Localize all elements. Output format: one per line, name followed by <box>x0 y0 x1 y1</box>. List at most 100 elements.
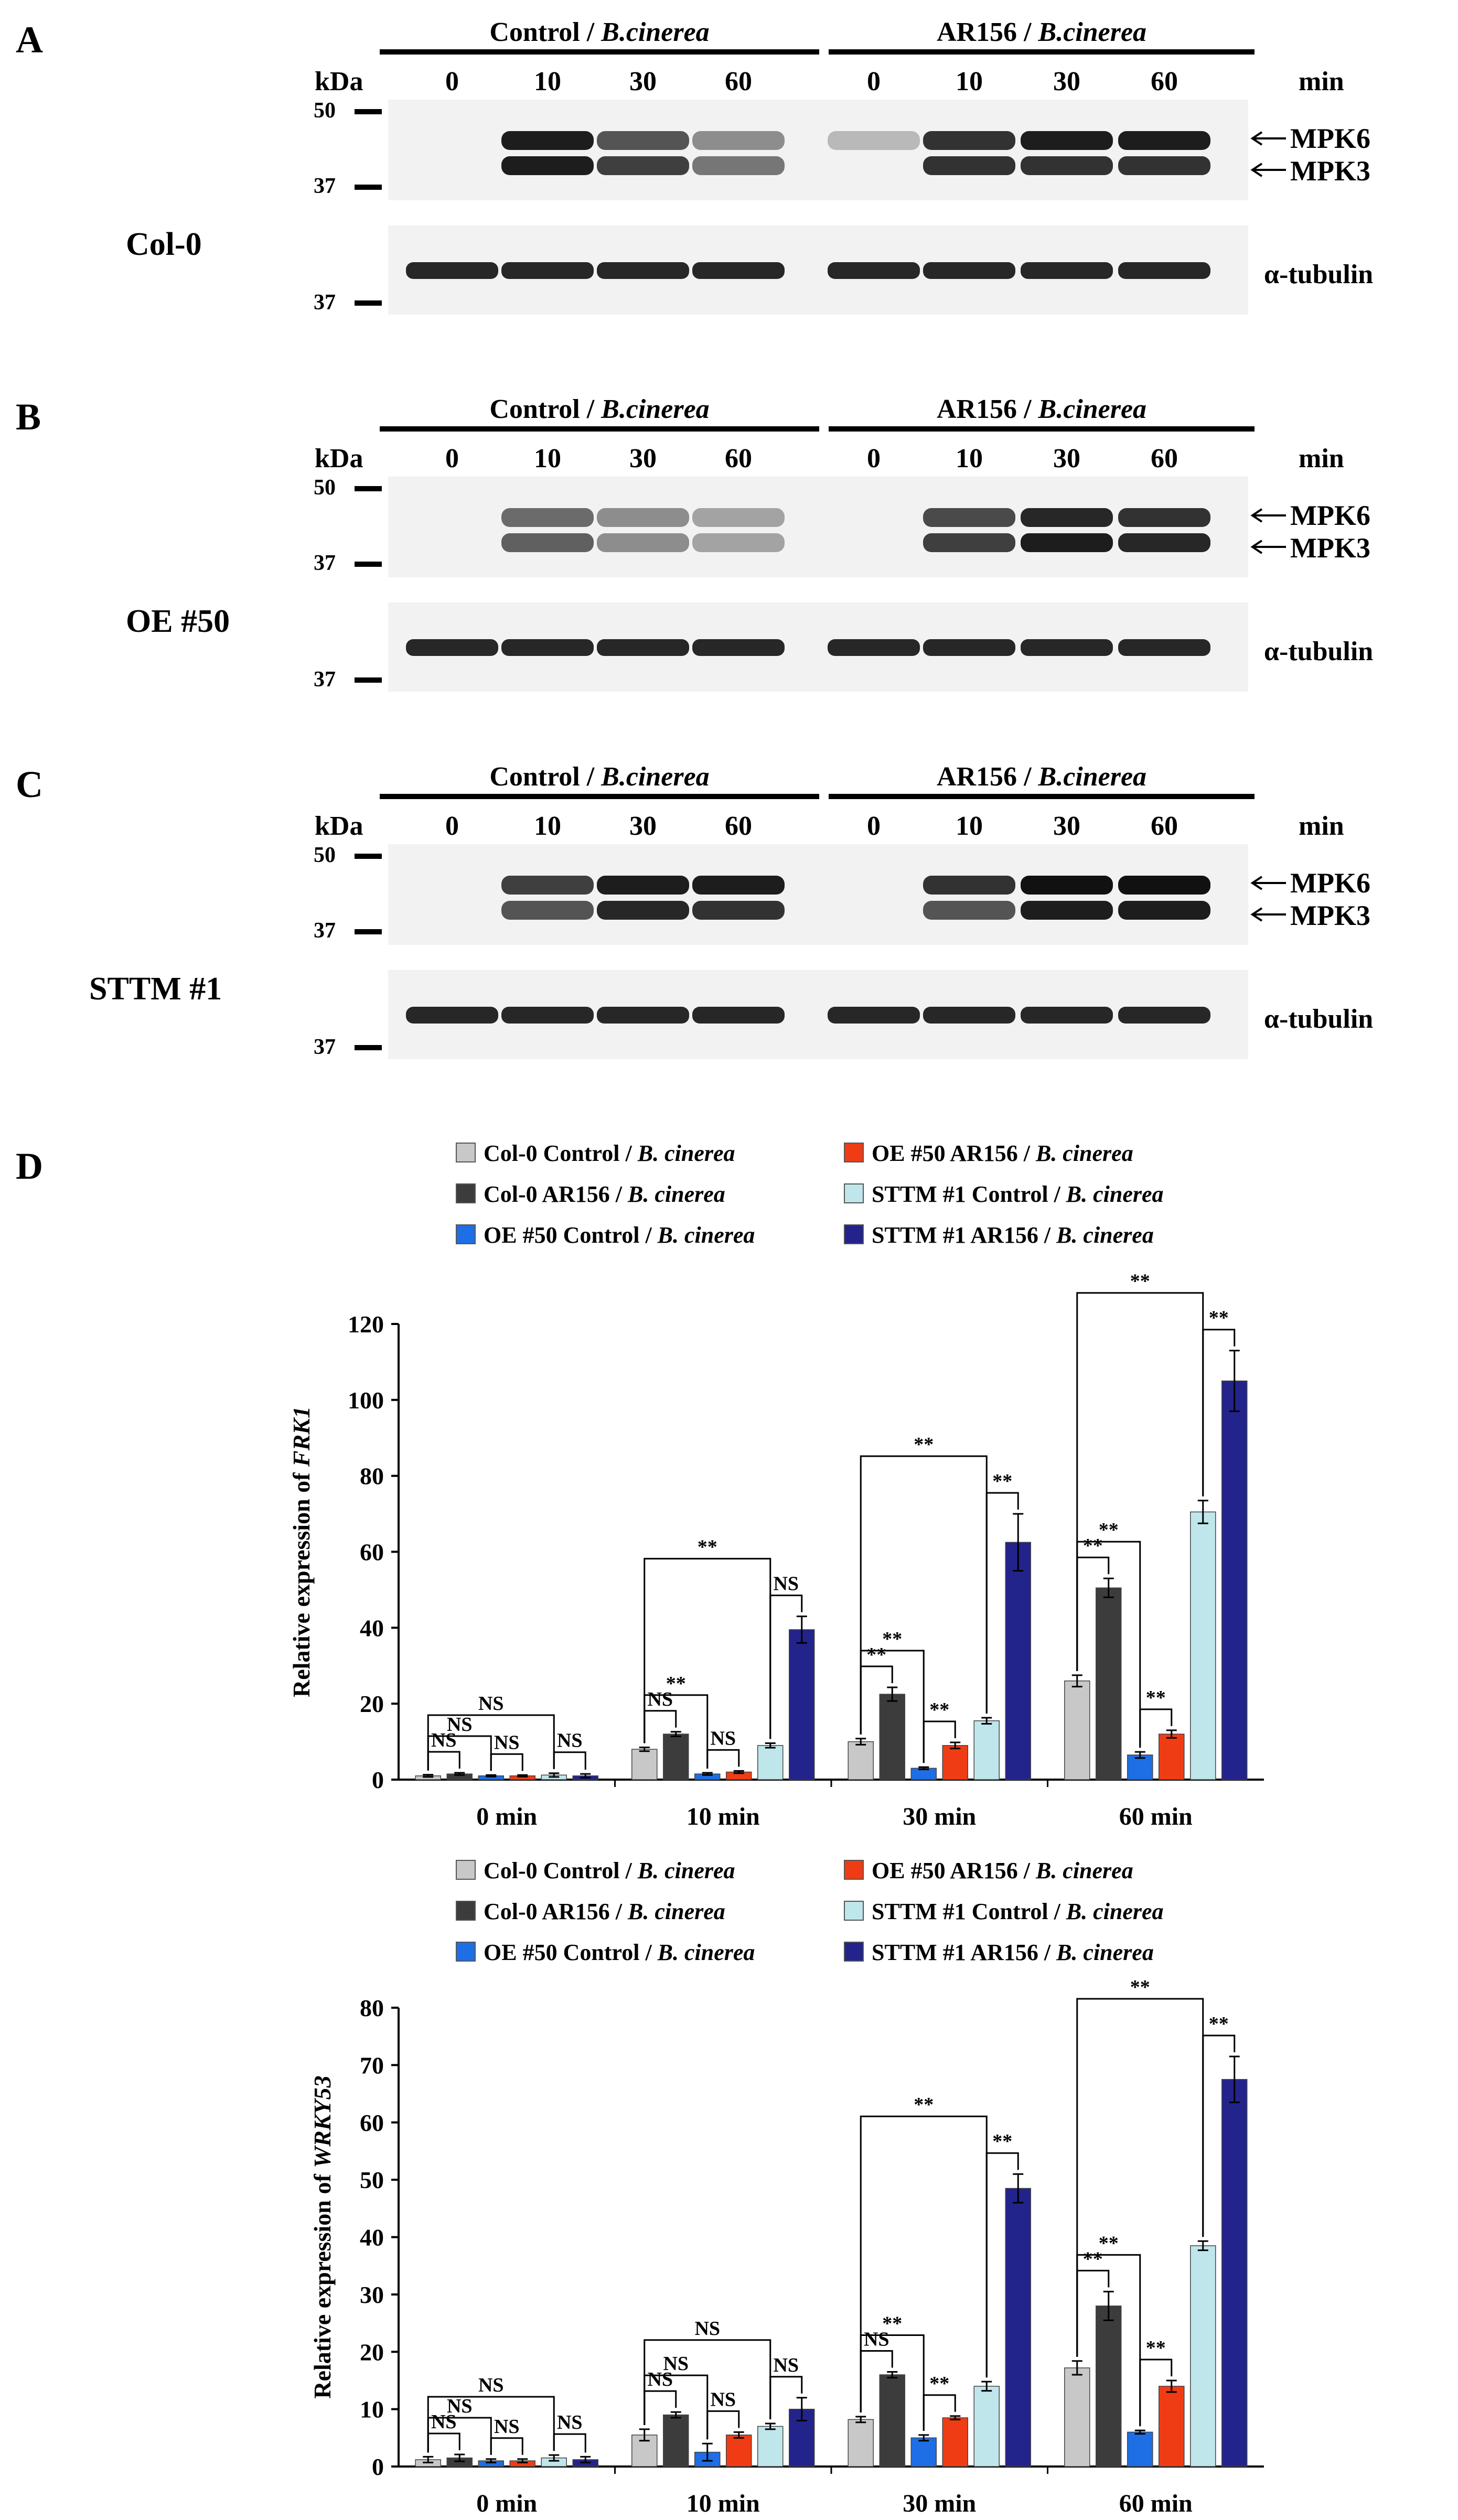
group-label-ar156-pathogen: B.cinerea <box>1038 17 1147 47</box>
significance-bracket <box>490 1753 523 1771</box>
legend-genotype: OE #50 Control <box>484 1222 639 1248</box>
marker-37-label: 37 <box>314 551 336 575</box>
group-label-ar156-pathogen: B.cinerea <box>1038 394 1147 424</box>
legend-entry: OE #50 Control / B. cinerea <box>484 1222 755 1248</box>
legend-genotype: Col-0 Control <box>484 1858 620 1883</box>
significance-label: ** <box>1146 1687 1166 1709</box>
mpk6-band <box>923 876 1015 895</box>
marker-37-tubulin-tick <box>355 300 382 306</box>
legend-pathogen: B. cinerea <box>637 1140 735 1166</box>
bar <box>726 2435 752 2467</box>
timepoint-label: 10 <box>534 811 561 841</box>
legend-genotype: Col-0 Control <box>484 1140 620 1166</box>
group-label-ar156: AR156 / B.cinerea <box>937 17 1146 47</box>
mpk3-band <box>923 156 1015 175</box>
x-category-label: 30 min <box>903 2490 976 2517</box>
bar-chart-WRKY53: 0 10 20 30 40 50 60 70 80 Relative expression of … <box>309 1976 1264 2517</box>
significance-label: NS <box>773 1573 799 1595</box>
mpk6-band <box>692 876 785 895</box>
legend-slash: / <box>639 1222 657 1248</box>
group-line-ar156 <box>829 49 1255 55</box>
kda-label: kDa <box>315 444 363 473</box>
bar <box>848 1741 874 1780</box>
mpk6-band <box>597 876 689 895</box>
tubulin-band <box>406 262 498 279</box>
group-label-control-slash: / <box>580 394 601 424</box>
mpk3-band <box>1118 533 1210 552</box>
significance-bracket <box>427 2432 460 2453</box>
y-axis-label-gene: FRK1 <box>288 1406 315 1467</box>
significance-label: NS <box>647 1688 673 1710</box>
legend-entry: OE #50 AR156 / B. cinerea <box>872 1140 1133 1166</box>
y-tick-label: 0 <box>372 2453 384 2480</box>
significance-label: NS <box>447 1714 473 1736</box>
legend-genotype: STTM #1 Control <box>872 1181 1048 1207</box>
y-tick-label: 20 <box>360 2339 384 2365</box>
group-label-control-strain: Control <box>489 17 580 47</box>
bar <box>1096 2306 1122 2467</box>
tubulin-band <box>597 262 689 279</box>
significance-label: NS <box>431 1729 457 1751</box>
genotype-label: Col-0 <box>126 227 202 262</box>
significance-bracket <box>427 1751 460 1771</box>
timepoint-label: 0 <box>867 811 881 841</box>
y-axis-label: Relative expression of WRKY53 <box>309 2075 336 2398</box>
y-axis-label-gene: WRKY53 <box>309 2075 336 2168</box>
y-tick-label: 10 <box>360 2396 384 2423</box>
legend-slash: / <box>1038 1940 1056 1965</box>
mpk6-band <box>692 131 785 150</box>
timepoint-label: 60 <box>1151 811 1178 841</box>
significance-bracket <box>490 2437 523 2455</box>
mpk3-band <box>597 156 689 175</box>
group-label-ar156: AR156 / B.cinerea <box>937 394 1146 424</box>
genotype-label: OE #50 <box>126 604 230 639</box>
mpk6-arrow-head <box>1250 876 1263 890</box>
legend: Col-0 Control / B. cinerea Col-0 AR156 / … <box>456 1140 1164 1248</box>
bar <box>789 1629 815 1780</box>
significance-bracket <box>706 1749 740 1769</box>
significance-label: ** <box>929 1699 949 1721</box>
timepoint-label: 0 <box>445 67 459 96</box>
legend-pathogen: B. cinerea <box>657 1222 755 1248</box>
legend-slash: / <box>1048 1899 1066 1924</box>
min-label: min <box>1299 444 1344 473</box>
x-category-label: 10 min <box>687 1803 760 1830</box>
significance-bracket <box>860 1455 988 1735</box>
marker-37-label: 37 <box>314 919 336 943</box>
mpk3-band <box>692 156 785 175</box>
significance-label: NS <box>864 2329 889 2351</box>
significance-label: NS <box>663 2353 689 2375</box>
legend-swatch <box>456 1143 476 1162</box>
panel-label-D: D <box>16 1145 43 1187</box>
bar <box>1190 2245 1216 2467</box>
bar <box>1221 2079 1248 2467</box>
significance-label: NS <box>557 1730 583 1752</box>
timepoint-label: 60 <box>1151 67 1178 96</box>
bar <box>1005 2188 1031 2467</box>
significance-label: NS <box>647 2368 673 2390</box>
legend-swatch <box>456 1860 476 1880</box>
tubulin-band <box>692 262 785 279</box>
legend-entry: STTM #1 Control / B. cinerea <box>872 1181 1164 1207</box>
legend-slash: / <box>610 1899 628 1924</box>
y-tick-label: 80 <box>360 1995 384 2021</box>
bar <box>848 2419 874 2467</box>
legend-entry: OE #50 Control / B. cinerea <box>484 1940 755 1965</box>
bar <box>1221 1380 1248 1780</box>
group-label-control-strain: Control <box>489 394 580 424</box>
legend-genotype: STTM #1 Control <box>872 1899 1048 1924</box>
x-category-label: 0 min <box>476 2490 537 2517</box>
legend-entry: Col-0 AR156 / B. cinerea <box>484 1181 725 1207</box>
mpk3-label: MPK3 <box>1290 900 1370 931</box>
significance-label: NS <box>431 2411 457 2433</box>
marker-37-tubulin-label: 37 <box>314 667 336 692</box>
y-axis-label: Relative expression of FRK1 <box>288 1406 315 1697</box>
significance-label: NS <box>773 2354 799 2376</box>
tubulin-band <box>923 639 1015 656</box>
significance-bracket <box>644 1558 771 1743</box>
bar <box>1064 1680 1090 1780</box>
y-tick-label: 30 <box>360 2281 384 2308</box>
group-label-control-pathogen: B.cinerea <box>601 762 710 792</box>
marker-50-label: 50 <box>314 843 336 867</box>
legend-swatch <box>844 1860 864 1880</box>
